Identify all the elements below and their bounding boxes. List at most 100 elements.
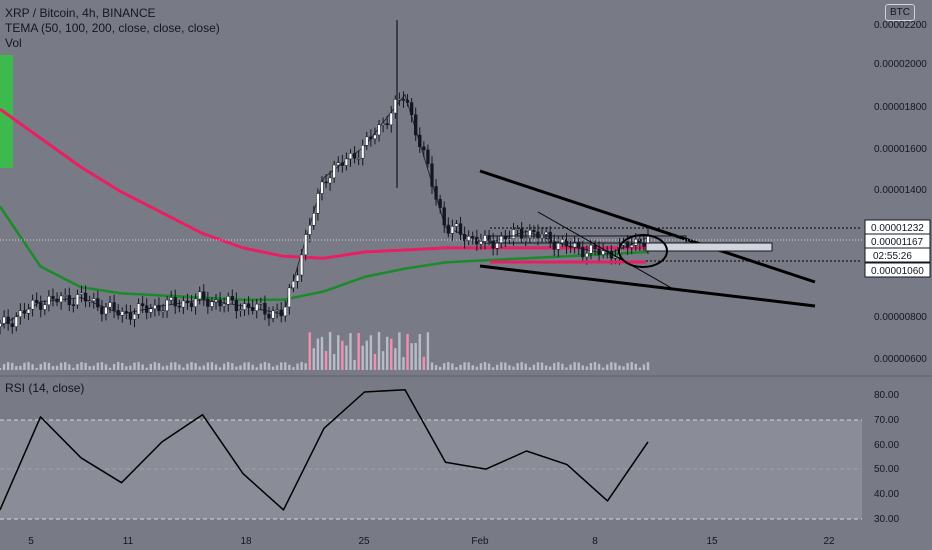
candle — [625, 241, 630, 248]
volume-bar — [426, 332, 430, 370]
volume-bar — [80, 362, 83, 370]
volume-bar — [149, 363, 152, 370]
volume-bar — [0, 368, 2, 370]
volume-bar — [39, 364, 42, 370]
candle — [59, 295, 63, 303]
candle — [442, 207, 446, 226]
candle — [230, 296, 234, 301]
candle — [39, 302, 43, 310]
volume-bar — [414, 342, 417, 370]
volume-bar — [373, 353, 377, 370]
volume-bar — [116, 362, 120, 370]
volume-bar — [247, 362, 250, 370]
candle — [369, 136, 373, 140]
volume-bar — [553, 363, 556, 370]
volume-bar — [43, 362, 47, 370]
candle — [267, 313, 271, 319]
volume-bar — [169, 362, 173, 370]
candle — [356, 157, 361, 160]
volume-bar — [190, 362, 193, 370]
volume-bar — [255, 367, 258, 370]
volume-bar — [84, 362, 87, 370]
candle — [26, 308, 31, 314]
volume-indicator-label[interactable]: Vol — [5, 36, 22, 50]
volume-bar — [214, 364, 218, 370]
candle — [491, 240, 495, 249]
tema-indicator-label[interactable]: TEMA (50, 100, 200, close, close, close) — [5, 21, 220, 35]
candle — [585, 253, 589, 258]
candle — [116, 310, 120, 316]
volume-bar — [153, 362, 157, 370]
candle — [328, 177, 332, 184]
volume-bar — [243, 362, 246, 370]
volume-bar — [165, 365, 169, 370]
volume-bar — [35, 367, 38, 370]
volume-bar — [88, 366, 91, 370]
volume-bar — [19, 365, 22, 370]
candle — [597, 248, 601, 255]
candle — [630, 245, 634, 248]
time-tick: 5 — [28, 536, 34, 547]
volume-bar — [585, 366, 589, 370]
time-tick: 25 — [358, 536, 370, 547]
volume-bar — [96, 362, 100, 370]
volume-bar — [332, 354, 336, 370]
candle — [67, 295, 71, 305]
volume-bar — [275, 365, 279, 370]
candle — [255, 303, 259, 311]
candle — [316, 193, 320, 214]
candle — [120, 311, 124, 316]
volume-bar — [174, 362, 177, 370]
price-tag-current: 0.00001167 — [864, 233, 931, 249]
range-box[interactable] — [489, 235, 687, 244]
rsi-tick: 50.00 — [874, 464, 899, 475]
candle — [259, 302, 263, 305]
price-tag-support: 0.00001060 — [864, 262, 931, 278]
candle — [568, 246, 573, 248]
volume-bar — [463, 362, 466, 370]
candle — [214, 299, 218, 303]
volume-bar — [64, 362, 67, 370]
rsi-tick: 80.00 — [874, 390, 899, 401]
volume-bar — [418, 334, 421, 370]
volume-bar — [129, 365, 132, 370]
descending-ray — [537, 211, 676, 291]
volume-bar — [59, 362, 63, 370]
rsi-indicator-label[interactable]: RSI (14, close) — [5, 381, 85, 395]
candle — [291, 280, 296, 289]
lower-trendline[interactable] — [479, 264, 816, 308]
candle-layer — [0, 20, 650, 335]
symbol-title[interactable]: XRP / Bitcoin, 4h, BINANCE — [5, 6, 156, 20]
currency-button[interactable]: BTC — [885, 4, 915, 21]
candle — [352, 153, 357, 159]
projection-box[interactable] — [645, 242, 773, 252]
price-tick: 0.00001800 — [874, 102, 927, 113]
candle — [157, 304, 161, 312]
candle — [613, 256, 618, 259]
volume-bar — [31, 364, 34, 370]
candle — [524, 237, 528, 239]
candle — [279, 309, 283, 317]
volume-bar — [381, 351, 385, 370]
volume-bar — [141, 364, 144, 370]
highlight-ellipse[interactable] — [618, 234, 668, 268]
upper-trendline[interactable] — [479, 169, 816, 284]
candle — [246, 303, 251, 308]
candle — [165, 299, 169, 312]
candle — [2, 316, 6, 324]
price-tag-label: 0.00001060 — [871, 266, 924, 277]
candle — [112, 302, 116, 311]
volume-bar — [487, 363, 491, 370]
time-tick: 18 — [240, 536, 252, 547]
volume-bar — [186, 363, 189, 370]
volume-bar — [92, 365, 95, 370]
volume-bar — [520, 362, 523, 370]
rsi-tick: 40.00 — [874, 489, 899, 500]
volume-layer — [0, 332, 650, 370]
candle — [434, 186, 438, 200]
volume-bar — [410, 343, 413, 370]
rsi-pane: 80.00 70.00 60.00 50.00 40.00 30.00 — [0, 388, 899, 525]
time-tick: 22 — [823, 536, 835, 547]
volume-bar — [206, 362, 210, 370]
volume-bar — [618, 365, 621, 370]
